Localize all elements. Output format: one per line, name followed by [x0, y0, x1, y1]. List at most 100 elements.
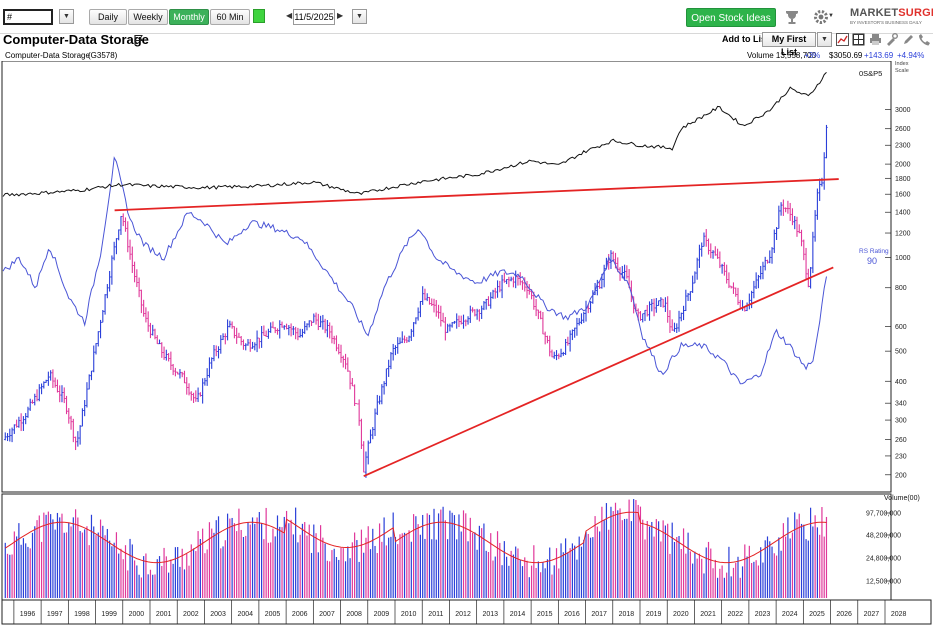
time-axis-label: 2012 [455, 611, 471, 618]
time-axis-label: 2007 [319, 611, 335, 618]
next-date-icon[interactable]: ▶ [337, 11, 344, 20]
rs-rating-label: RS Rating [859, 248, 889, 255]
volume-moving-average-line [5, 511, 827, 564]
trophy-icon[interactable] [783, 8, 801, 26]
tools-icon[interactable] [885, 33, 898, 46]
time-axis-label: 2024 [782, 611, 798, 618]
settings-gear-icon[interactable] [812, 8, 830, 26]
price-axis-label: 1000 [895, 255, 911, 262]
overlay-lines-group [2, 71, 839, 477]
price-change: +143.69 [864, 51, 894, 60]
time-axis-label: 2004 [237, 611, 253, 618]
group-name: Computer-Data Storage [5, 51, 90, 60]
time-axis-label: 2027 [864, 611, 880, 618]
price-axis-label: 2300 [895, 143, 911, 150]
price-axis-label: 230 [895, 453, 907, 460]
symbol-dropdown-button[interactable]: ▼ [59, 9, 74, 24]
open-stock-ideas-button[interactable]: Open Stock Ideas [686, 8, 776, 27]
time-axis-label: 2003 [210, 611, 226, 618]
volume-axis-label: 97,700,000 [866, 511, 901, 518]
print-icon[interactable] [869, 33, 882, 46]
period-weekly-button[interactable]: Weekly [128, 9, 168, 25]
time-axis-label: 2010 [401, 611, 417, 618]
price-axis-label: 1400 [895, 210, 911, 217]
time-axis-label: 2008 [346, 611, 362, 618]
time-axis-label: 2028 [891, 611, 907, 618]
price-axis-label: 2600 [895, 126, 911, 133]
volume-change: +3% [804, 51, 821, 60]
period-monthly-button[interactable]: Monthly [169, 9, 209, 25]
price-axis-label: 200 [895, 472, 907, 479]
list-select[interactable]: My First List [762, 32, 816, 57]
time-axis: 1996 1997 1998 1999 2000 2001 2002 2003 2004 2005… [13, 600, 907, 624]
group-code: (G3578) [88, 51, 118, 60]
sp500-label: 0S&P5 [859, 69, 882, 78]
rs-line [2, 156, 827, 385]
layout-grid-icon[interactable] [852, 33, 865, 46]
rs-rating-value: 90 [867, 256, 877, 266]
scale-label-scale: Scale [895, 68, 909, 74]
time-axis-label: 2005 [265, 611, 281, 618]
time-axis-label: 2021 [700, 611, 716, 618]
time-axis-label: 2017 [591, 611, 607, 618]
time-axis-label: 2018 [619, 611, 635, 618]
brand-name-left: MARKET [850, 7, 899, 19]
volume-bars-group: 97,700,000 48,200,000 24,800,000 12,500,000 [4, 499, 901, 598]
volume-value: Volume 13,558,700 [747, 51, 816, 60]
date-dropdown-button[interactable]: ▼ [352, 9, 367, 24]
price-axis-label: 400 [895, 379, 907, 386]
date-input[interactable]: 11/5/2025 [293, 9, 335, 25]
price-axis-label: 600 [895, 324, 907, 331]
price-chart-svg[interactable]: 97,700,000 48,200,000 24,800,000 12,500,000… [0, 60, 933, 625]
time-axis-label: 2000 [129, 611, 145, 618]
price-axis-label: 1800 [895, 176, 911, 183]
time-axis-label: 2026 [836, 611, 852, 618]
volume-axis-label: 48,200,000 [866, 533, 901, 540]
flag-icon[interactable] [133, 34, 145, 46]
price-axis-label: 800 [895, 285, 907, 292]
main-toolbar: # ▼ Daily Weekly Monthly 60 Min ◀ 11/5/2… [0, 0, 933, 34]
time-axis-label: 1996 [20, 611, 36, 618]
period-daily-button[interactable]: Daily [89, 9, 127, 25]
volume-axis-label: 12,500,000 [866, 579, 901, 586]
prev-date-icon[interactable]: ◀ [286, 11, 293, 20]
period-60min-button[interactable]: 60 Min [210, 9, 250, 25]
time-axis-label: 2013 [482, 611, 498, 618]
time-axis-label: 2009 [374, 611, 390, 618]
price-axis-label: 1200 [895, 231, 911, 238]
last-price: $3050.69 [829, 51, 863, 60]
resistance-trendline [114, 178, 839, 212]
phone-icon[interactable] [918, 33, 931, 46]
time-axis-label: 2019 [646, 611, 662, 618]
price-axis-label: 1600 [895, 192, 911, 199]
add-to-list-label: Add to List: [722, 34, 772, 44]
price-axis: 200 230 260 300 340 400 500 600 800 1000 1200 1400 1… [885, 107, 911, 479]
time-axis-label: 1998 [74, 611, 90, 618]
price-axis-label: 340 [895, 401, 907, 408]
volume-axis-label: 24,800,000 [866, 556, 901, 563]
volume-label: Volume(00) [884, 495, 920, 502]
time-axis-label: 2025 [809, 611, 825, 618]
time-axis-label: 2020 [673, 611, 689, 618]
chart-title-bar: Computer-Data Storage Add to List: My Fi… [0, 32, 933, 57]
sp500-line [2, 71, 827, 197]
status-indicator[interactable] [253, 9, 265, 23]
time-axis-label: 2023 [755, 611, 771, 618]
time-axis-label: 2002 [183, 611, 199, 618]
marketsurge-logo: MARKETSURGE BY INVESTOR'S BUSINESS DAILY [850, 7, 933, 29]
price-axis-label: 300 [895, 418, 907, 425]
pencil-icon[interactable] [902, 33, 915, 46]
brand-name-right: SURGE [898, 7, 933, 19]
time-axis-label: 2006 [292, 611, 308, 618]
support-trendline [363, 266, 834, 477]
page-title: Computer-Data Storage [3, 32, 149, 47]
symbol-input[interactable]: # [3, 9, 53, 25]
list-dropdown-button[interactable]: ▼ [817, 32, 832, 47]
time-axis-label: 2016 [564, 611, 580, 618]
price-axis-label: 260 [895, 437, 907, 444]
chart-area[interactable]: 97,700,000 48,200,000 24,800,000 12,500,000… [0, 60, 933, 630]
chart-type-icon[interactable] [836, 33, 849, 46]
time-axis-label: 2022 [727, 611, 743, 618]
settings-dropdown-icon[interactable]: ▼ [828, 13, 834, 19]
price-change-percent: +4.94% [897, 51, 925, 60]
